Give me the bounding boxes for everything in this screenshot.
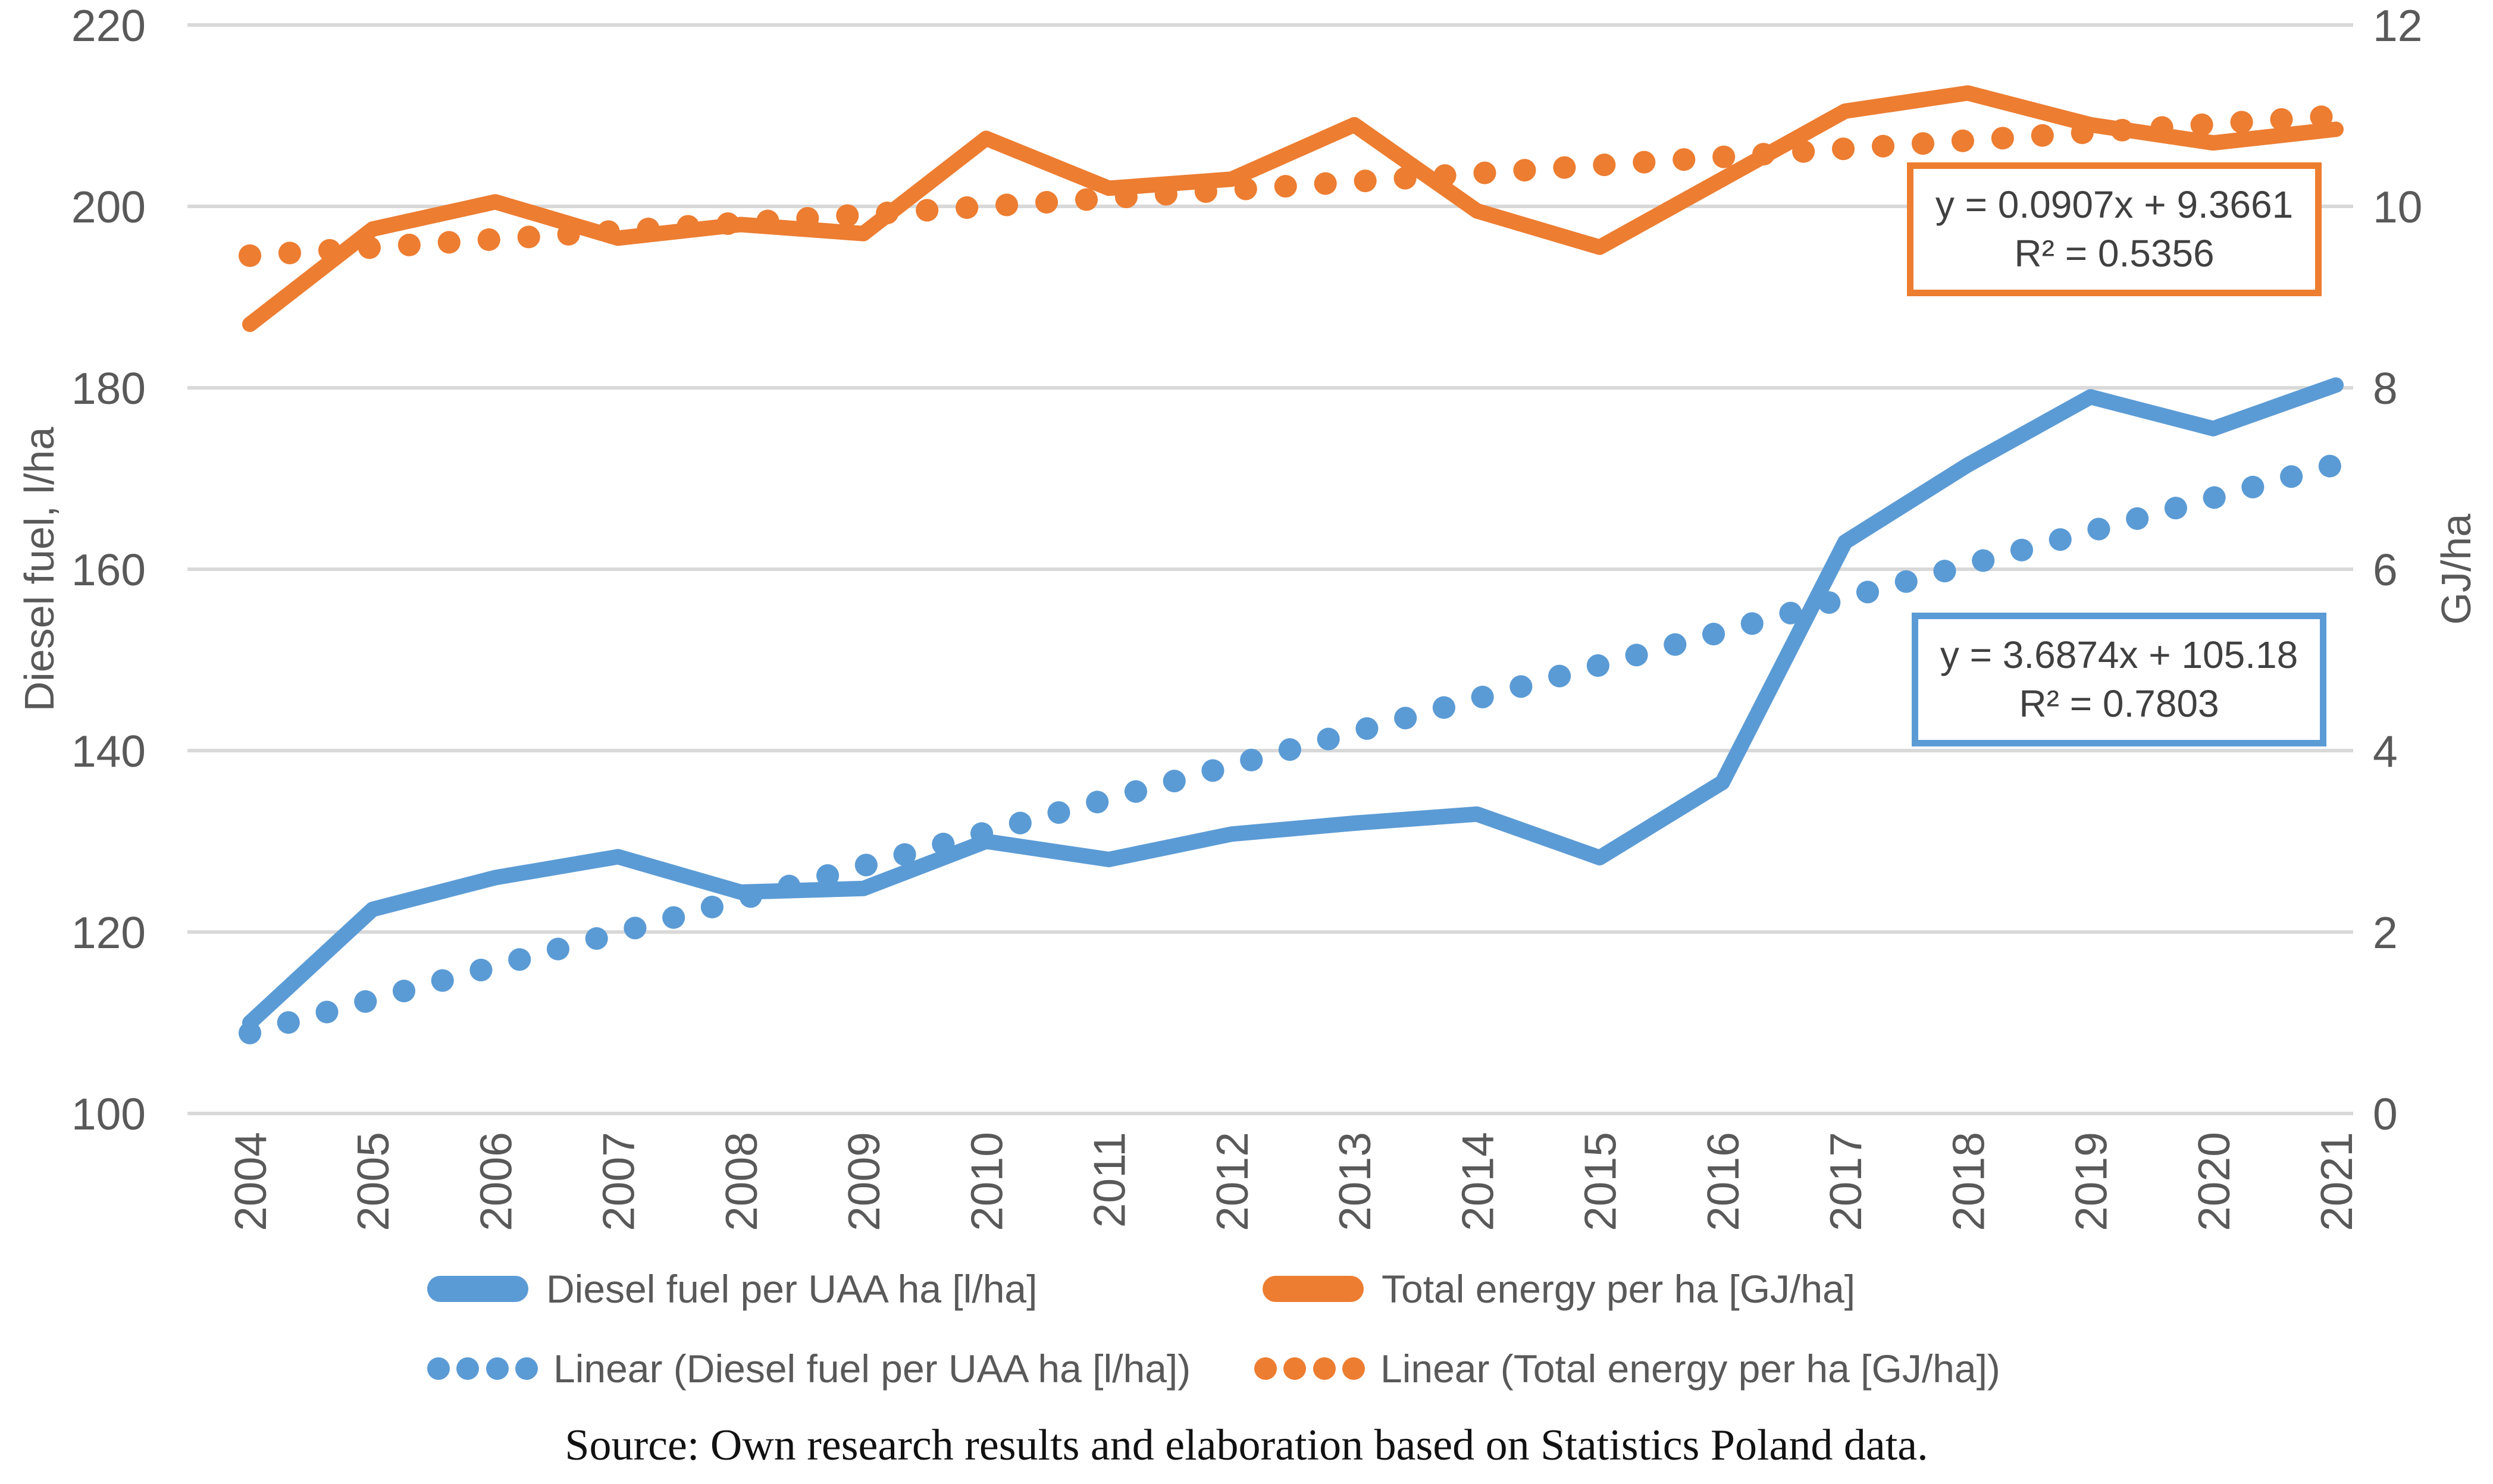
right-axis-tick: 10 xyxy=(2373,182,2422,232)
legend-dot xyxy=(1254,1357,1277,1380)
energy-dotted-line-swatch xyxy=(1254,1357,1365,1380)
energy-trend-r2: R² = 0.5356 xyxy=(2014,231,2215,275)
x-axis-tick: 2008 xyxy=(716,1132,766,1231)
source-note: Source: Own research results and elabora… xyxy=(565,1421,1928,1470)
legend-dot xyxy=(515,1357,538,1380)
legend-item-energy-solid: Total energy per ha [GJ/ha] xyxy=(1263,1262,1855,1316)
left-axis-tick: 200 xyxy=(71,182,146,232)
x-axis-tick: 2007 xyxy=(594,1132,644,1231)
legend-label: Diesel fuel per UAA ha [l/ha] xyxy=(546,1267,1038,1311)
x-axis-tick: 2006 xyxy=(471,1132,521,1231)
gridlines xyxy=(187,23,2353,1115)
legend-label: Linear (Diesel fuel per UAA ha [l/ha]) xyxy=(553,1347,1191,1391)
legend-item-diesel-solid: Diesel fuel per UAA ha [l/ha] xyxy=(427,1262,1037,1316)
diesel-solid-line-swatch xyxy=(427,1276,528,1302)
x-axis-tick: 2009 xyxy=(839,1132,889,1231)
energy-trend-equation-box: y = 0.0907x + 9.3661 R² = 0.5356 xyxy=(1907,162,2322,296)
x-axis-tick: 2011 xyxy=(1085,1132,1135,1228)
left-axis-tick: 100 xyxy=(71,1089,146,1139)
x-axis-tick: 2021 xyxy=(2312,1132,2362,1231)
x-axis-tick: 2019 xyxy=(2066,1132,2116,1231)
legend-item-energy-linear: Linear (Total energy per ha [GJ/ha]) xyxy=(1254,1342,2000,1395)
axis-titles: Diesel fuel, l/ha GJ/ha xyxy=(16,427,2479,712)
left-axis-tick: 220 xyxy=(71,1,146,51)
x-axis-tick: 2014 xyxy=(1452,1132,1502,1231)
diesel-series-line xyxy=(242,377,2344,1031)
right-axis-tick: 0 xyxy=(2373,1089,2398,1139)
right-axis-title: GJ/ha xyxy=(2433,514,2479,625)
diesel-dotted-line-swatch xyxy=(427,1357,538,1380)
left-axis-tick: 120 xyxy=(71,908,146,958)
legend-item-diesel-linear: Linear (Diesel fuel per UAA ha [l/ha]) xyxy=(427,1342,1191,1395)
series-lines xyxy=(242,85,2344,1031)
right-axis-tick: 2 xyxy=(2373,908,2398,958)
x-axis-tick: 2018 xyxy=(1943,1132,1993,1231)
legend-label: Total energy per ha [GJ/ha] xyxy=(1382,1267,1856,1311)
legend-dot xyxy=(486,1357,509,1380)
energy-trend-equation: y = 0.0907x + 9.3661 xyxy=(1935,183,2294,227)
legend-dot xyxy=(1283,1357,1307,1380)
right-axis-tick: 8 xyxy=(2373,363,2398,413)
legend-label: Linear (Total energy per ha [GJ/ha]) xyxy=(1380,1347,2000,1391)
x-axis-tick: 2016 xyxy=(1698,1132,1748,1231)
diesel-trend-r2: R² = 0.7803 xyxy=(2019,682,2219,725)
right-axis-tick: 4 xyxy=(2373,726,2398,776)
energy-series-line xyxy=(242,85,2344,332)
x-axis-tick: 2020 xyxy=(2189,1132,2239,1231)
x-axis-tick: 2005 xyxy=(348,1132,398,1231)
x-axis-tick: 2015 xyxy=(1576,1132,1626,1231)
diesel-trend-equation: y = 3.6874x + 105.18 xyxy=(1940,633,2298,677)
left-axis-tick: 160 xyxy=(71,545,146,595)
right-axis-tick: 12 xyxy=(2373,1,2422,51)
x-axis-tick: 2013 xyxy=(1330,1132,1380,1231)
x-axis-tick: 2004 xyxy=(226,1132,275,1231)
diesel-trend-equation-box: y = 3.6874x + 105.18 R² = 0.7803 xyxy=(1912,613,2326,746)
energy-solid-line-swatch xyxy=(1263,1276,1364,1302)
legend-dot xyxy=(1342,1357,1365,1380)
diesel-trendline xyxy=(239,453,2347,1044)
x-axis-tick: 2017 xyxy=(1821,1132,1871,1231)
x-axis-tick: 2010 xyxy=(962,1132,1011,1231)
left-axis-tick: 180 xyxy=(71,363,146,413)
right-axis-tick: 6 xyxy=(2373,545,2398,595)
legend-dot xyxy=(427,1357,450,1380)
axis-tick-labels: 220 200 180 160 140 120 100 12 10 8 6 4 2 0 2004 2005 20… xyxy=(71,1,2423,1231)
x-axis-tick: 2012 xyxy=(1207,1132,1257,1231)
left-axis-title: Diesel fuel, l/ha xyxy=(16,427,62,712)
legend-dot xyxy=(1313,1357,1336,1380)
legend-dot xyxy=(456,1357,480,1380)
left-axis-tick: 140 xyxy=(71,726,146,776)
